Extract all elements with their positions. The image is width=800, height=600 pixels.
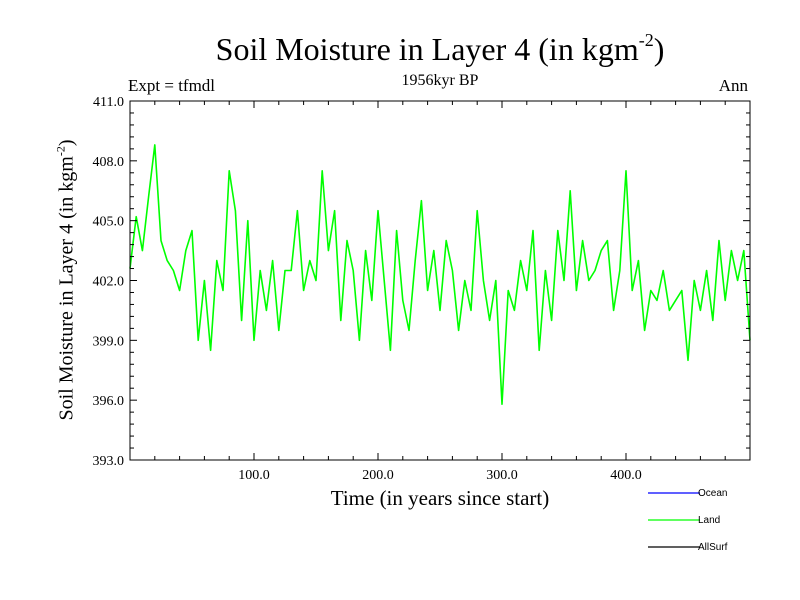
period-label: Ann (718, 76, 748, 95)
x-axis-label: Time (in years since start) (330, 486, 550, 510)
y-tick-label: 408.0 (93, 155, 125, 170)
legend: Ocean Land AllSurf (648, 488, 728, 553)
chart-subtitle: 1956kyr BP (401, 72, 479, 89)
legend-label-allsurf: AllSurf (698, 542, 728, 553)
y-tick-label: 405.0 (93, 215, 125, 230)
x-tick-label: 300.0 (486, 468, 518, 483)
series-line-land (129, 144, 751, 406)
y-tick-label: 411.0 (93, 95, 124, 110)
legend-label-land: Land (698, 515, 720, 526)
y-tick-label: 402.0 (93, 275, 125, 290)
x-tick-label: 100.0 (238, 468, 270, 483)
y-tick-label: 396.0 (93, 394, 125, 409)
experiment-label: Expt = tfmdl (128, 76, 216, 95)
y-tick-label: 393.0 (93, 454, 125, 469)
y-tick-label: 399.0 (93, 334, 125, 349)
legend-label-ocean: Ocean (698, 488, 727, 499)
series-layer (129, 144, 751, 406)
x-tick-label: 200.0 (362, 468, 394, 483)
axes-layer: 393.0 396.0 399.0 402.0 405.0 408.0 411.0 100.0… (93, 95, 751, 483)
chart-title: Soil Moisture in Layer 4 (in kgm-2) (215, 30, 665, 67)
x-tick-label: 400.0 (610, 468, 642, 483)
